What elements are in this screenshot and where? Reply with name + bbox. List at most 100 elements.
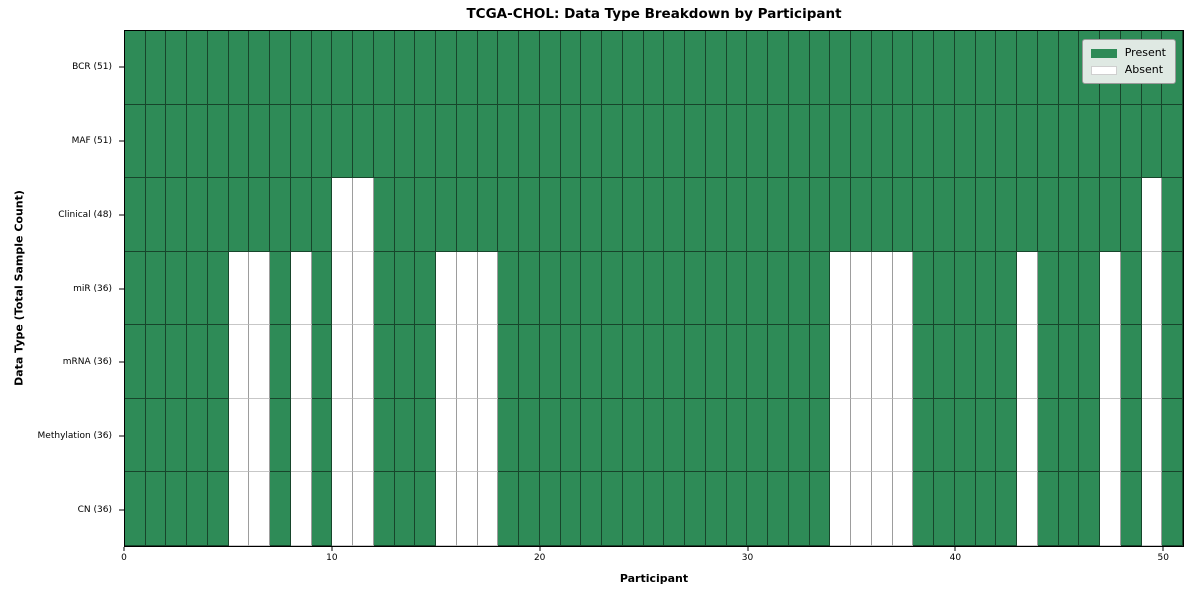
heatmap-cell [892, 31, 914, 105]
heatmap-cell [747, 325, 769, 399]
heatmap-cell [851, 104, 872, 179]
heatmap-cell [290, 472, 312, 546]
heatmap-cell [539, 398, 561, 473]
y-tick-label: miR (36) [73, 283, 112, 294]
heatmap-cell [954, 398, 976, 473]
heatmap-cell [1037, 398, 1059, 473]
heatmap-cell [768, 472, 789, 546]
heatmap-cell [830, 398, 852, 473]
heatmap-cell [726, 31, 748, 105]
heatmap-cell [456, 31, 478, 105]
heatmap-cell [581, 398, 603, 473]
heatmap-cell [1120, 325, 1142, 399]
heatmap-cell [228, 251, 250, 326]
heatmap-cell [975, 178, 997, 252]
heatmap-cell [581, 178, 603, 252]
heatmap-cell [228, 472, 250, 546]
heatmap-cell [311, 31, 333, 105]
heatmap-cell [394, 251, 416, 326]
heatmap-cell [270, 31, 291, 105]
heatmap-cell [954, 178, 976, 252]
heatmap-cell [1162, 251, 1183, 326]
heatmap-cell [1141, 325, 1163, 399]
heatmap-cell [664, 325, 686, 399]
heatmap-cell [1079, 325, 1101, 399]
legend: Present Absent [1081, 39, 1176, 84]
heatmap-cell [1058, 472, 1080, 546]
heatmap-cell [498, 178, 520, 252]
heatmap-cell [1079, 251, 1101, 326]
heatmap-cell [685, 104, 706, 179]
heatmap-cell [560, 31, 582, 105]
legend-present-label: Present [1124, 46, 1166, 59]
y-tick-mark [119, 509, 124, 511]
heatmap-cell [332, 104, 354, 179]
x-tick-mark [331, 547, 333, 551]
heatmap-cell [1162, 398, 1183, 473]
heatmap-cell [747, 178, 769, 252]
heatmap-cell [975, 251, 997, 326]
heatmap-cell [768, 251, 789, 326]
heatmap-cell [830, 31, 852, 105]
heatmap-cell [664, 398, 686, 473]
y-tick-mark [119, 66, 124, 68]
heatmap-cell [456, 178, 478, 252]
heatmap-cell [726, 178, 748, 252]
heatmap-cell [311, 325, 333, 399]
heatmap-cell [1141, 251, 1163, 326]
heatmap-cell [415, 31, 437, 105]
heatmap-cell [934, 398, 955, 473]
heatmap-cell [809, 325, 831, 399]
heatmap-cell [270, 178, 291, 252]
heatmap-cell [519, 31, 540, 105]
heatmap-cell [1100, 325, 1121, 399]
y-tick-mark [119, 288, 124, 289]
heatmap-cell [954, 472, 976, 546]
heatmap-cell [871, 325, 893, 399]
heatmap-cell [436, 178, 457, 252]
heatmap-cell [602, 398, 623, 473]
heatmap-cell [768, 104, 789, 179]
heatmap-cell [498, 325, 520, 399]
heatmap-cell [332, 31, 354, 105]
heatmap-cell [125, 251, 146, 326]
heatmap-cell [394, 178, 416, 252]
heatmap-cell [747, 472, 769, 546]
x-tick-mark [747, 547, 749, 551]
heatmap-cell [664, 178, 686, 252]
heatmap-cell [643, 251, 665, 326]
heatmap-cell [373, 31, 395, 105]
legend-absent-swatch-icon [1090, 65, 1117, 75]
heatmap-cell [539, 104, 561, 179]
heatmap-cell [456, 472, 478, 546]
heatmap-cell [643, 398, 665, 473]
heatmap-cell [892, 325, 914, 399]
heatmap-cell [415, 251, 437, 326]
heatmap-cell [560, 325, 582, 399]
heatmap-cell [830, 325, 852, 399]
heatmap-cell [643, 31, 665, 105]
heatmap-cell [1037, 31, 1059, 105]
heatmap-cell [353, 325, 374, 399]
heatmap-cell [415, 472, 437, 546]
heatmap-cell [954, 325, 976, 399]
heatmap-cell [1100, 251, 1121, 326]
heatmap-cell [1017, 31, 1038, 105]
heatmap-cell [1017, 251, 1038, 326]
heatmap-cell [353, 178, 374, 252]
heatmap-cell [1120, 398, 1142, 473]
y-tick-label: BCR (51) [72, 61, 112, 72]
heatmap-cell [913, 398, 935, 473]
heatmap-cell [934, 104, 955, 179]
heatmap-cell [187, 178, 208, 252]
heatmap-cell [1037, 251, 1059, 326]
heatmap-cell [498, 472, 520, 546]
heatmap-cell [622, 104, 644, 179]
heatmap-cell [145, 104, 167, 179]
heatmap-cell [851, 398, 872, 473]
heatmap-cell [685, 472, 706, 546]
heatmap-cell [602, 472, 623, 546]
heatmap-cell [871, 178, 893, 252]
heatmap-cell [249, 31, 271, 105]
heatmap-plot: Present Absent [124, 30, 1184, 547]
